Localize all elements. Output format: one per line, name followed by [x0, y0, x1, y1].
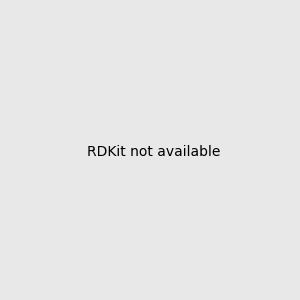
Text: RDKit not available: RDKit not available [87, 145, 220, 158]
